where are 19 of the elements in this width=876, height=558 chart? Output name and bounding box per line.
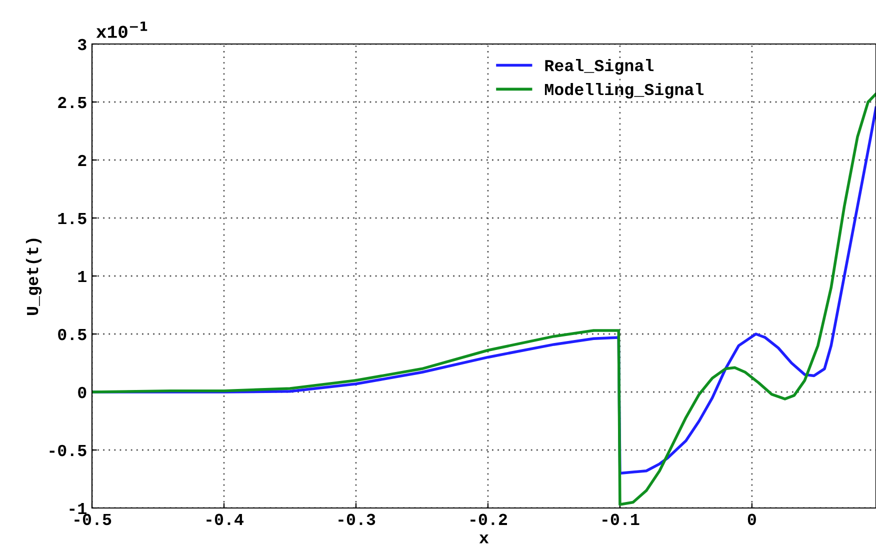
legend-label: Modelling_Signal [544, 82, 704, 99]
y-tick-label: 0.5 [58, 328, 86, 340]
y-tick-label: -0.5 [50, 444, 86, 456]
x-tick-label: 0 [748, 514, 756, 526]
y-axis-title: U_get(t) [26, 238, 42, 315]
x-tick-label: -0.3 [338, 514, 376, 526]
x-tick-label: -0.4 [206, 514, 244, 526]
x-tick-label: -0.1 [602, 514, 640, 526]
x-axis-title: x [479, 534, 489, 544]
legend-label: Real_Signal [545, 59, 654, 75]
y-tick-label: 1 [78, 271, 86, 282]
y-tick-label: 3 [78, 38, 86, 50]
text: x10$^{−1}$ [96, 22, 148, 38]
y-tick-label: 2 [78, 154, 86, 166]
y-tick-label: 2.5 [58, 96, 86, 108]
y-tick-label: 1.5 [58, 213, 86, 224]
y-tick-label: 0 [78, 386, 86, 398]
x-tick-label: -0.2 [470, 514, 507, 526]
y-tick-label: -1 [70, 503, 86, 514]
